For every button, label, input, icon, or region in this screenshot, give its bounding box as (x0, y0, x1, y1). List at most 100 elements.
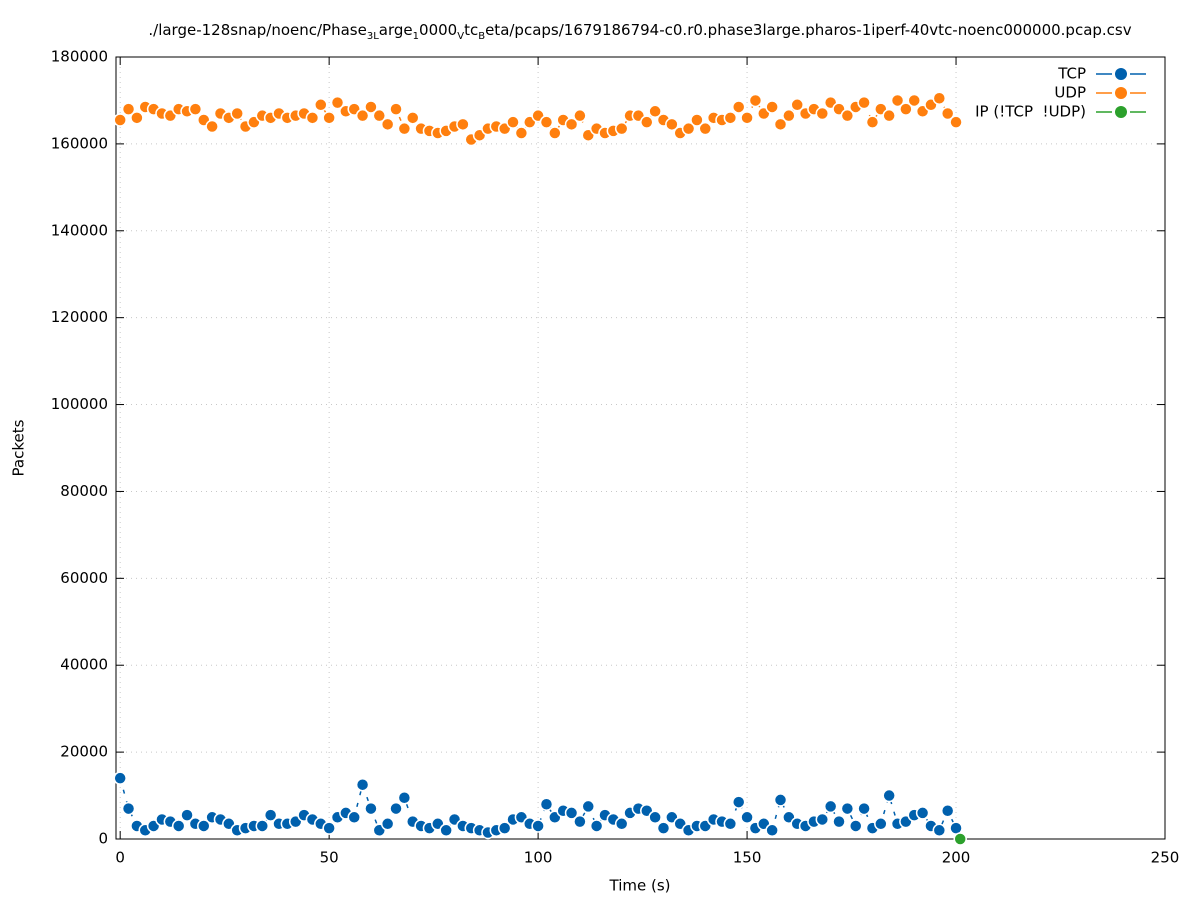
y-tick-label: 100000 (51, 395, 108, 413)
data-point (690, 113, 704, 127)
data-point (314, 98, 328, 112)
data-point (614, 817, 629, 831)
data-point (364, 100, 378, 114)
data-point (723, 111, 738, 125)
data-point (865, 115, 880, 129)
data-point (640, 115, 654, 129)
title-subscript: V (457, 31, 464, 42)
data-point (765, 100, 779, 114)
data-point (899, 102, 913, 116)
data-point (389, 801, 403, 816)
data-point (731, 100, 746, 114)
data-point (765, 823, 779, 838)
y-tick-label: 180000 (51, 48, 108, 66)
data-point (347, 810, 361, 825)
data-point (506, 115, 520, 129)
y-tick-label: 20000 (60, 743, 108, 761)
title-segment: eta/pcaps/1679186794-c0.r0.phase3large.p… (485, 21, 1132, 39)
legend-marker (1115, 106, 1127, 118)
data-point (648, 810, 662, 825)
data-point (857, 801, 871, 816)
data-point (322, 111, 336, 125)
data-point (355, 777, 370, 792)
data-point (748, 93, 763, 108)
data-point (539, 115, 554, 129)
title-segment: arge (379, 21, 413, 39)
data-point (573, 814, 587, 829)
data-point (953, 832, 967, 846)
data-point (564, 806, 579, 820)
title-subscript: B (478, 31, 485, 42)
data-point (121, 102, 136, 116)
data-point (907, 93, 921, 108)
data-point (790, 98, 804, 112)
data-point (949, 115, 963, 129)
data-point (380, 817, 395, 831)
data-point (263, 808, 278, 822)
y-tick-label: 80000 (60, 482, 108, 500)
data-point (205, 119, 219, 134)
data-point (456, 117, 470, 132)
data-point (330, 95, 345, 110)
data-point (874, 817, 888, 831)
plot-border (115, 56, 1166, 840)
data-point (389, 102, 403, 116)
data-point (740, 111, 754, 125)
chart-title: ./large-128snap/noenc/Phase3Large10000Vt… (148, 21, 1131, 42)
y-tick-label: 40000 (60, 656, 108, 674)
data-point (405, 111, 420, 125)
data-point (665, 117, 679, 132)
data-point (581, 799, 596, 814)
data-point (890, 93, 905, 108)
data-point (840, 108, 855, 123)
data-point (840, 801, 855, 816)
data-point (230, 106, 244, 121)
data-point (681, 121, 696, 136)
data-point (823, 799, 838, 814)
data-point (940, 106, 955, 121)
data-point (915, 806, 930, 820)
data-point (857, 95, 871, 110)
data-point (882, 108, 896, 123)
title-subscript: 1 (413, 31, 419, 42)
data-point (782, 108, 796, 123)
data-point (932, 823, 947, 838)
data-point (113, 771, 127, 785)
data-point (731, 795, 746, 809)
data-point (723, 817, 738, 831)
x-tick-label: 50 (320, 849, 339, 867)
title-subscript: 3L (367, 31, 379, 42)
data-point (188, 102, 203, 116)
legend-marker (1115, 87, 1127, 99)
data-point (815, 106, 830, 121)
data-point (548, 126, 562, 140)
data-point (932, 91, 947, 106)
data-point (113, 113, 127, 127)
data-point (364, 801, 378, 816)
data-point (656, 821, 671, 835)
data-point (740, 810, 754, 825)
data-point (648, 104, 662, 119)
data-point (305, 111, 320, 125)
data-point (573, 108, 587, 123)
data-point (255, 819, 270, 833)
x-tick-label: 200 (942, 849, 971, 867)
data-point (397, 790, 412, 805)
data-point (197, 819, 211, 833)
y-tick-label: 120000 (51, 308, 108, 326)
y-tick-label: 0 (98, 830, 108, 848)
data-point (531, 819, 545, 833)
data-point (832, 814, 846, 829)
data-point (355, 108, 370, 123)
data-point (773, 793, 788, 807)
data-point (848, 819, 863, 833)
data-point (882, 788, 896, 803)
data-point (380, 117, 395, 132)
data-point (940, 804, 955, 818)
y-tick-label: 160000 (51, 134, 108, 152)
legend-label: UDP (1054, 84, 1086, 102)
data-point (397, 121, 412, 136)
data-point (815, 812, 830, 827)
